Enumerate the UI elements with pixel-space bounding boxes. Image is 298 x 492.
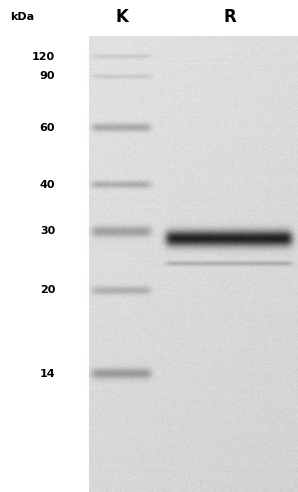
Text: K: K <box>116 8 129 26</box>
Text: 20: 20 <box>40 285 55 295</box>
Text: 30: 30 <box>40 226 55 236</box>
Text: kDa: kDa <box>10 12 34 22</box>
Text: 120: 120 <box>32 52 55 62</box>
Text: 40: 40 <box>40 180 55 189</box>
Text: R: R <box>223 8 236 26</box>
Text: 90: 90 <box>40 71 55 81</box>
Text: 60: 60 <box>40 123 55 133</box>
Text: 14: 14 <box>40 369 55 379</box>
